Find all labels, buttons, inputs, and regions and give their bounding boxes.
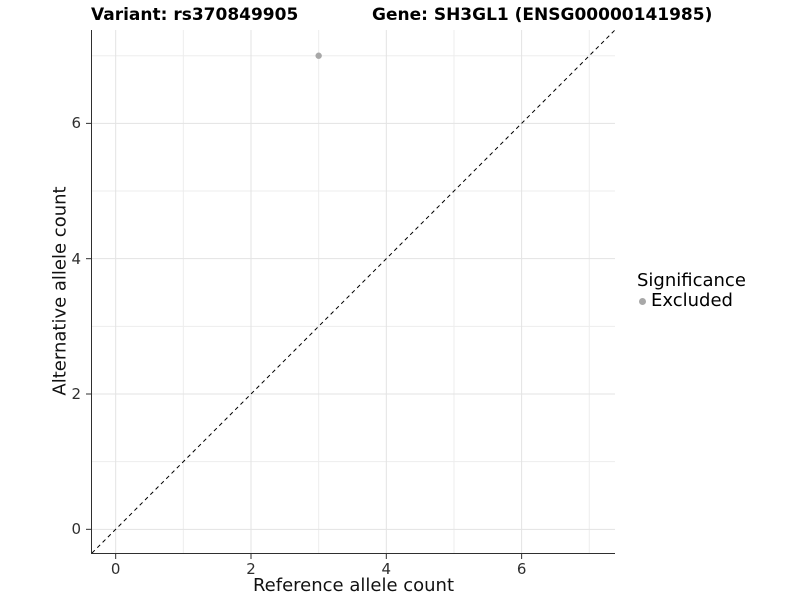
legend: Significance Excluded bbox=[637, 272, 746, 310]
y-axis-title: Alternative allele count bbox=[49, 186, 71, 396]
identity-reference-line bbox=[91, 29, 616, 554]
legend-item-excluded: Excluded bbox=[637, 292, 746, 310]
legend-key-dot bbox=[639, 297, 646, 305]
x-tick-label: 6 bbox=[516, 560, 527, 578]
plot-title-gene: Gene: SH3GL1 (ENSG00000141985) bbox=[372, 5, 713, 25]
legend-title: Significance bbox=[637, 270, 746, 291]
x-tick-label: 4 bbox=[381, 560, 392, 578]
x-tick-label: 0 bbox=[110, 560, 121, 578]
y-tick-label: 0 bbox=[71, 520, 81, 539]
plot-title-variant: Variant: rs370849905 bbox=[91, 5, 299, 25]
x-tick-label: 2 bbox=[246, 560, 256, 578]
legend-item-label: Excluded bbox=[651, 290, 733, 311]
y-tick-label: 4 bbox=[71, 249, 81, 268]
data-point bbox=[315, 52, 322, 59]
y-tick-label: 2 bbox=[71, 385, 81, 403]
y-tick-label: 6 bbox=[71, 114, 81, 133]
x-axis-title: Reference allele count bbox=[252, 575, 455, 596]
